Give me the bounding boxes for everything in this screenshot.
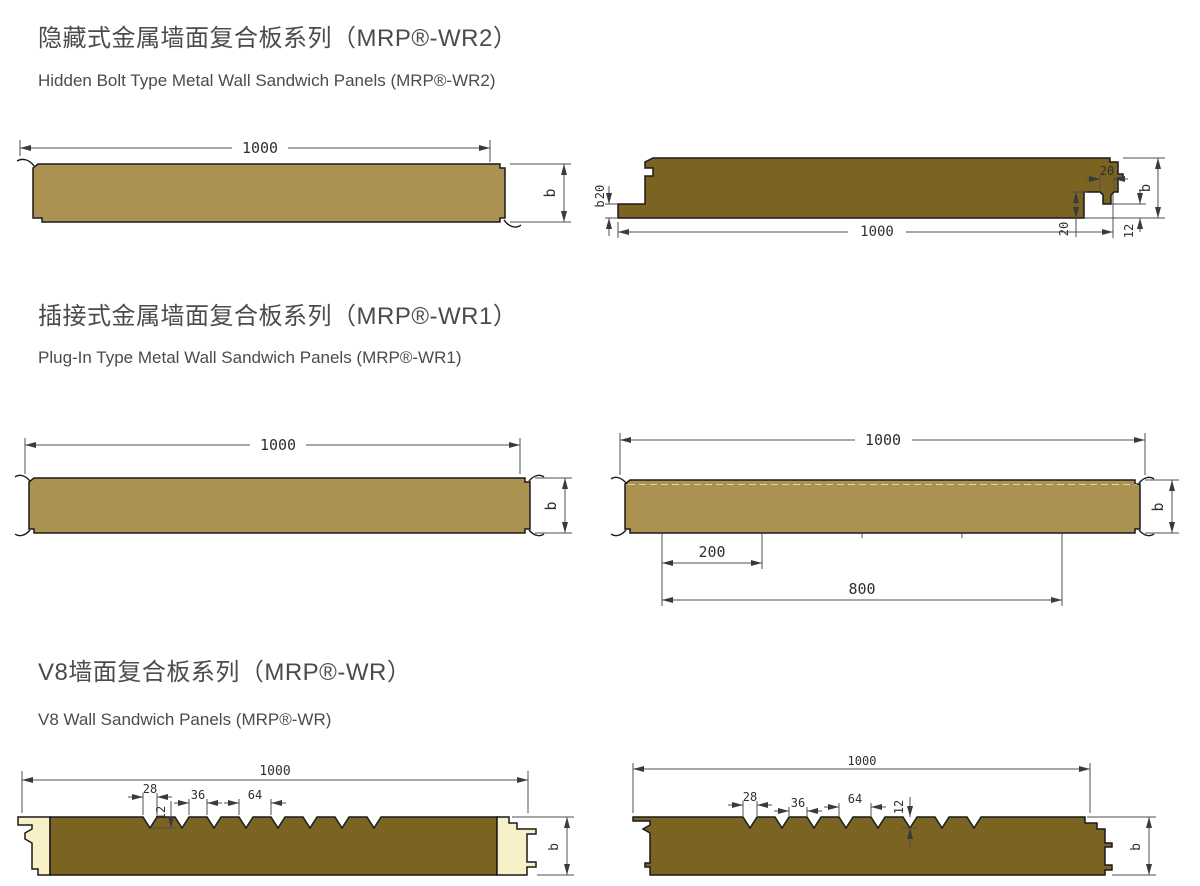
panel-cross-section bbox=[28, 477, 531, 534]
dim-width-label: 1000 bbox=[848, 754, 877, 768]
edge-curl-top-left bbox=[14, 474, 31, 482]
dim-groove-depth-label: 12 bbox=[892, 800, 906, 814]
section-wr2-title-en: Hidden Bolt Type Metal Wall Sandwich Pan… bbox=[38, 71, 496, 90]
dim-fastener-span-label: 800 bbox=[848, 580, 875, 598]
dim-width-label: 1000 bbox=[259, 764, 290, 779]
dim-thickness-label: b bbox=[547, 843, 562, 851]
dim-groove-width-label: 28 bbox=[743, 790, 757, 804]
dim-thickness-label: b bbox=[542, 501, 560, 510]
section-wr-title-en: V8 Wall Sandwich Panels (MRP®-WR) bbox=[38, 710, 332, 729]
dim-groove-depth-label: 12 bbox=[154, 806, 168, 820]
dim-tongue-width-label: 20 bbox=[1100, 164, 1114, 178]
edge-curl-bottom-left bbox=[610, 529, 627, 537]
dim-groove-pitch-label: 64 bbox=[248, 788, 262, 802]
dim-groove-pitch-label: 64 bbox=[848, 792, 862, 806]
dim-thickness-label: b bbox=[1149, 502, 1167, 511]
edge-curl-bottom-left bbox=[14, 529, 31, 537]
section-wr-title-zh: V8墙面复合板系列（MRP®-WR） bbox=[38, 659, 412, 686]
wr1-right-diagram: 1000 b 200 800 bbox=[600, 415, 1200, 615]
edge-curl-top-left bbox=[610, 476, 627, 484]
wr2-left-diagram: 1000 b bbox=[0, 128, 600, 240]
dim-edge-lip-label: b bbox=[593, 200, 607, 207]
dim-tongue-height-label: 12 bbox=[1122, 224, 1136, 238]
panel-cross-section bbox=[632, 816, 1113, 876]
panel-cross-section bbox=[624, 479, 1141, 534]
wr2-right-diagram: b 20 20 20 12 b 1000 bbox=[593, 134, 1200, 254]
dim-groove-gap-label: 36 bbox=[191, 788, 205, 802]
edge-curl-bottom-right bbox=[503, 219, 522, 228]
edge-curl-top-right bbox=[1138, 476, 1155, 484]
dim-groove-width-label: 28 bbox=[143, 782, 157, 796]
section-wr1-title-zh: 插接式金属墙面复合板系列（MRP®-WR1） bbox=[38, 303, 518, 330]
dim-edge-lip-label2: 20 bbox=[593, 185, 607, 199]
dim-edge-step-label: 20 bbox=[1057, 222, 1071, 236]
section-wr2-title-zh: 隐藏式金属墙面复合板系列（MRP®-WR2） bbox=[38, 25, 518, 52]
edge-curl-bottom-right bbox=[1138, 529, 1155, 537]
wr-right-diagram: 1000 28 36 64 12 b bbox=[600, 754, 1200, 886]
dim-groove-gap-label: 36 bbox=[791, 796, 805, 810]
panel-cross-section bbox=[32, 163, 506, 223]
panel-right-joint bbox=[496, 816, 537, 876]
dim-thickness-label: b bbox=[1129, 843, 1144, 851]
panel-cross-section bbox=[617, 157, 1124, 219]
panel-left-joint bbox=[17, 816, 51, 876]
dim-width-label: 1000 bbox=[260, 436, 296, 454]
dim-width-label: 1000 bbox=[242, 139, 278, 157]
dim-thickness-label: b bbox=[1138, 184, 1154, 192]
edge-curl-top-right bbox=[528, 474, 545, 482]
dim-thickness-label: b bbox=[541, 188, 559, 197]
section-wr1-title-en: Plug-In Type Metal Wall Sandwich Panels … bbox=[38, 348, 462, 367]
wr-left-diagram: 1000 28 12 36 64 b bbox=[0, 755, 600, 886]
dim-width-label: 1000 bbox=[865, 431, 901, 449]
dim-fastener-spacing-label: 200 bbox=[698, 543, 725, 561]
fastener-marks bbox=[661, 533, 1063, 538]
edge-curl-bottom-right bbox=[528, 529, 545, 537]
wr1-left-diagram: 1000 b bbox=[0, 420, 600, 550]
panel-cross-section bbox=[49, 816, 498, 876]
edge-curl-top-left bbox=[16, 158, 35, 167]
dim-width-label: 1000 bbox=[860, 224, 894, 240]
